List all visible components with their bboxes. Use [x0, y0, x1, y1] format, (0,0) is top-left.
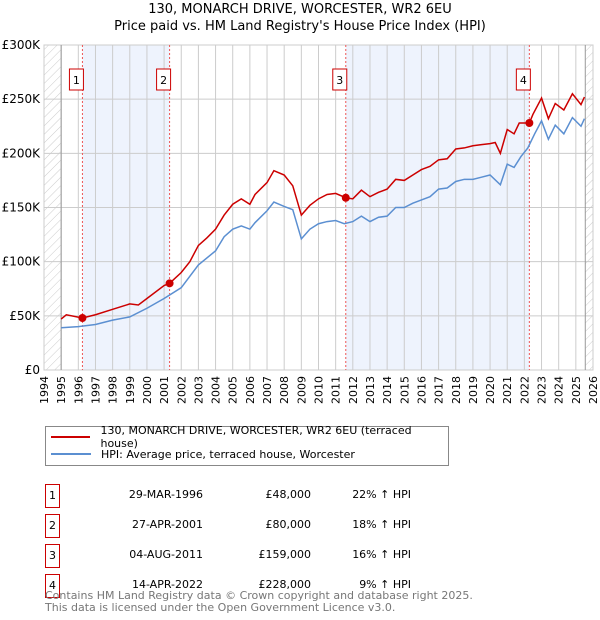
legend-swatch-blue	[51, 453, 91, 455]
x-tick-label: 2013	[364, 376, 377, 404]
chart-subtitle: Price paid vs. HM Land Registry's House …	[114, 19, 486, 34]
x-tick-label: 2017	[433, 376, 446, 404]
legend-swatch-red	[51, 436, 91, 438]
sale-label: 3	[336, 74, 343, 87]
x-tick-label: 2000	[141, 376, 154, 404]
sale-number-badge: 2	[45, 514, 60, 538]
x-tick-label: 2006	[244, 376, 257, 404]
sale-date: 27-APR-2001	[131, 518, 203, 531]
sale-number-badge: 3	[45, 544, 60, 568]
price-chart: 1994 1995 1996 1997 1998 1999 2000 2001 2002 2003…	[2, 38, 600, 404]
legend: 130, MONARCH DRIVE, WORCESTER, WR2 6EU (…	[45, 424, 449, 466]
table-row: 2 27-APR-2001 £80,000 18% ↑ HPI	[45, 514, 445, 538]
table-row: 3 04-AUG-2011 £159,000 16% ↑ HPI	[45, 544, 445, 568]
legend-label: 130, MONARCH DRIVE, WORCESTER, WR2 6EU (…	[100, 424, 412, 450]
y-tick-label: £300K	[2, 38, 42, 52]
sale-point	[78, 314, 87, 322]
x-tick-label: 2014	[381, 376, 394, 404]
hpi-diff: 18% ↑ HPI	[352, 518, 411, 531]
table-row: 4 14-APR-2022 £228,000 9% ↑ HPI	[45, 574, 445, 598]
x-tick-label: 2010	[313, 376, 326, 404]
x-tick-label: 2002	[175, 376, 188, 404]
hpi-line	[61, 116, 586, 329]
footer-line: Contains HM Land Registry data © Crown c…	[45, 589, 473, 602]
sale-price: £228,000	[258, 578, 312, 591]
x-tick-label: 1997	[89, 376, 102, 404]
y-tick-label: £250K	[2, 92, 42, 106]
property-price-line	[60, 92, 586, 320]
x-tick-label: 1996	[72, 376, 85, 404]
sale-date: 14-APR-2022	[131, 578, 203, 591]
sale-label: 2	[160, 74, 167, 87]
sale-point	[165, 279, 174, 288]
sale-label-box	[332, 68, 348, 91]
sale-label-box	[515, 68, 531, 91]
sale-price: £80,000	[265, 518, 312, 531]
x-tick-label: 2011	[330, 376, 343, 404]
x-tick-label: 2008	[278, 376, 291, 404]
sale-price: £48,000	[265, 488, 312, 501]
x-tick-label: 1999	[124, 376, 137, 404]
x-tick-label: 2012	[347, 376, 360, 404]
y-tick-label: £150K	[2, 201, 42, 215]
x-tick-label: 2007	[261, 376, 274, 404]
x-tick-label: 2018	[450, 376, 463, 404]
footer-line: This data is licensed under the Open Gov…	[45, 601, 396, 614]
x-tick-label: 2004	[210, 376, 223, 404]
sale-date: 29-MAR-1996	[128, 488, 203, 501]
hpi-diff: 16% ↑ HPI	[352, 548, 411, 561]
sale-price: £159,000	[258, 548, 312, 561]
legend-item-hpi: HPI: Average price, terraced house, Worc…	[51, 446, 355, 462]
x-tick-label: 1994	[38, 376, 51, 404]
legend-label: HPI: Average price, terraced house, Worc…	[101, 447, 355, 461]
x-tick-label: 2023	[536, 376, 549, 404]
sale-label-box	[156, 68, 172, 91]
x-tick-label: 2005	[227, 376, 240, 404]
legend-item-property: 130, MONARCH DRIVE, WORCESTER, WR2 6EU (…	[51, 424, 448, 450]
footer: Contains HM Land Registry data © Crown c…	[45, 590, 473, 614]
table-row: 1 29-MAR-1996 £48,000 22% ↑ HPI	[45, 484, 445, 508]
sale-point	[341, 193, 350, 202]
sale-label: 4	[520, 74, 527, 87]
x-tick-label: 2021	[501, 376, 514, 404]
chart-title: 130, MONARCH DRIVE, WORCESTER, WR2 6EU	[148, 2, 452, 17]
hpi-diff: 22% ↑ HPI	[352, 488, 411, 501]
sale-point	[525, 119, 534, 127]
x-tick-label: 2009	[295, 376, 308, 404]
y-tick-label: £0	[25, 363, 40, 377]
y-tick-label: £200K	[2, 146, 42, 160]
sale-label: 1	[73, 74, 80, 87]
x-tick-label: 2015	[398, 376, 411, 404]
x-tick-label: 2016	[415, 376, 428, 404]
x-tick-label: 1998	[107, 376, 120, 404]
x-tick-label: 2003	[192, 376, 205, 404]
x-tick-label: 2020	[484, 376, 497, 404]
sale-date: 04-AUG-2011	[129, 548, 203, 561]
x-tick-label: 2001	[158, 376, 171, 404]
sale-number-badge: 1	[45, 484, 60, 508]
sale-label-box	[68, 68, 84, 91]
x-tick-label: 2025	[570, 376, 583, 404]
hpi-diff: 9% ↑ HPI	[359, 578, 411, 591]
x-tick-label: 1995	[55, 376, 68, 404]
x-tick-label: 2022	[518, 376, 531, 404]
y-tick-label: £50K	[9, 309, 41, 323]
x-tick-label: 2026	[587, 376, 600, 404]
y-tick-label: £100K	[2, 255, 42, 269]
sale-number-badge: 4	[45, 574, 60, 598]
x-tick-label: 2019	[467, 376, 480, 404]
x-tick-label: 2024	[553, 376, 566, 404]
